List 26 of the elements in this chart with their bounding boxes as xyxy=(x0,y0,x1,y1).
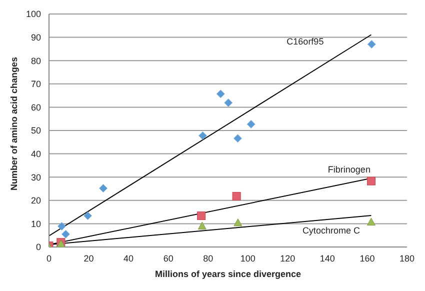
x-tick-label: 60 xyxy=(163,253,174,264)
x-tick-label: 20 xyxy=(84,253,94,264)
x-tick-label: 180 xyxy=(399,253,415,264)
y-tick-label: 70 xyxy=(30,79,41,90)
y-axis-title: Number of amino acid changes xyxy=(9,56,20,190)
series-label: C16orf95 xyxy=(286,36,324,47)
y-tick-label: 40 xyxy=(30,148,41,159)
y-tick-label: 30 xyxy=(30,172,41,182)
x-tick-label: 40 xyxy=(124,253,134,264)
series-label: Fibrinogen xyxy=(328,164,370,174)
y-tick-label: 20 xyxy=(30,196,41,206)
y-tick-label: 0 xyxy=(36,242,41,252)
y-tick-label: 50 xyxy=(30,126,41,136)
x-tick-label: 0 xyxy=(46,253,52,264)
y-tick-label: 100 xyxy=(26,9,41,20)
y-tick-label: 10 xyxy=(30,218,41,229)
y-tick-label: 60 xyxy=(30,102,41,112)
x-tick-label: 80 xyxy=(203,253,214,264)
x-tick-label: 100 xyxy=(240,253,256,264)
x-tick-label: 140 xyxy=(320,253,335,264)
y-tick-label: 90 xyxy=(30,32,41,42)
y-tick-label: 80 xyxy=(30,56,41,66)
x-tick-label: 160 xyxy=(360,253,375,264)
x-axis-title: Millions of years since divergence xyxy=(154,269,302,279)
x-tick-label: 120 xyxy=(280,253,296,264)
series-label: Cytochrome C xyxy=(302,226,360,236)
